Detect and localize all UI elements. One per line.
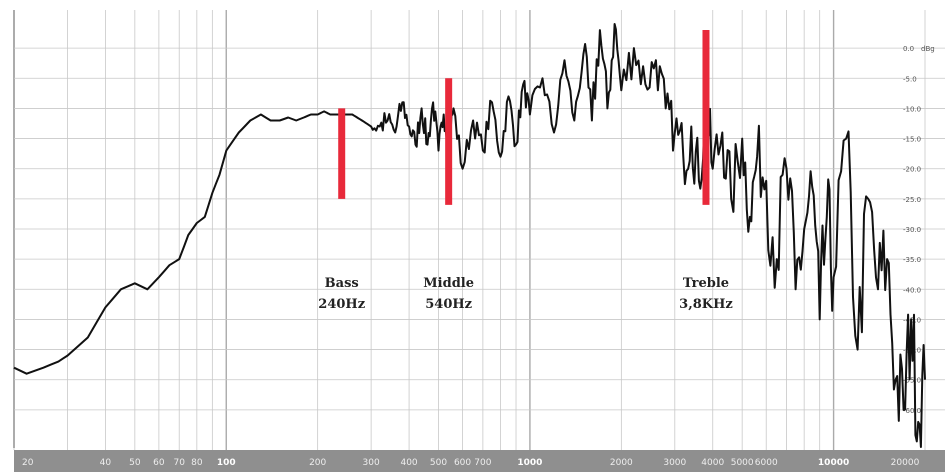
left-frame (0, 0, 14, 472)
x-tick-label: 500 (430, 458, 447, 468)
grid-lines (13, 10, 945, 450)
band-frequency-treble: 3,8KHz (679, 297, 733, 312)
x-tick-label: 1000 (517, 458, 542, 468)
frequency-response-curve (13, 23, 926, 448)
y-tick-label: 0.0 (903, 45, 914, 53)
x-tick-label: 80 (191, 458, 203, 468)
x-tick-label: 20000 (891, 458, 920, 468)
band-label-middle: Middle (423, 276, 474, 291)
band-annotations: Bass 240Hz Middle 540Hz Treble 3,8KHz (318, 30, 733, 312)
band-label-treble: Treble (683, 276, 729, 291)
band-frequency-middle: 540Hz (425, 297, 472, 312)
x-tick-label: 100 (217, 458, 236, 468)
x-tick-label: 20 (22, 458, 34, 468)
y-tick-label: -15.0 (903, 136, 921, 144)
band-label-bass: Bass (325, 276, 359, 291)
band-frequency-bass: 240Hz (318, 297, 365, 312)
x-tick-label: 60 (153, 458, 165, 468)
x-tick-label: 40 (100, 458, 112, 468)
y-tick-label: -10.0 (903, 105, 921, 113)
x-axis-ticks: 20 40 50 60 70 80 100 200 300 400 500 600 700 1000 200… (22, 458, 920, 468)
x-tick-label: 70 (173, 458, 185, 468)
x-tick-label: 400 (400, 458, 417, 468)
x-tick-label: 2000 (610, 458, 633, 468)
x-tick-label: 700 (474, 458, 491, 468)
y-unit-label: dBg (921, 45, 935, 53)
y-tick-label: -55.0 (903, 377, 921, 385)
y-tick-label: -5.0 (903, 75, 917, 83)
x-tick-label: 50 (129, 458, 141, 468)
x-tick-label: 10000 (818, 458, 849, 468)
x-tick-label: 200 (309, 458, 326, 468)
x-axis-bar (14, 450, 945, 472)
x-tick-label: 5000 (731, 458, 754, 468)
y-tick-label: -35.0 (903, 256, 921, 264)
y-tick-label: -25.0 (903, 196, 921, 204)
x-tick-label: 3000 (663, 458, 686, 468)
y-tick-label: -30.0 (903, 226, 921, 234)
x-tick-label: 4000 (701, 458, 724, 468)
x-tick-label: 600 (454, 458, 471, 468)
y-tick-label: -20.0 (903, 166, 921, 174)
x-tick-label: 300 (363, 458, 380, 468)
y-tick-label: -60.0 (903, 407, 921, 415)
y-tick-label: -40.0 (903, 286, 921, 294)
x-tick-label: 6000 (755, 458, 778, 468)
